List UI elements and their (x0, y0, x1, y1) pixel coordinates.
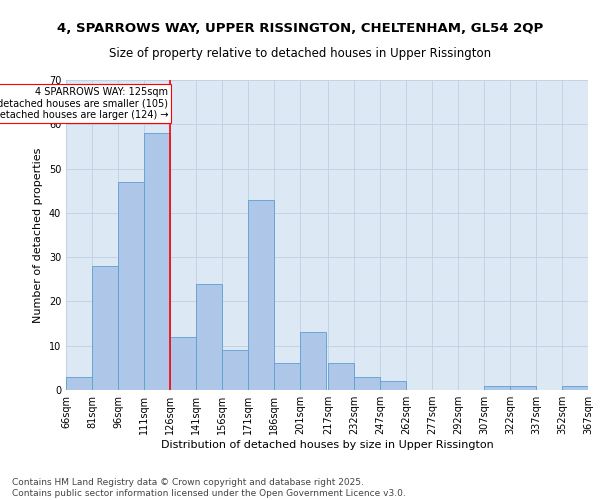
X-axis label: Distribution of detached houses by size in Upper Rissington: Distribution of detached houses by size … (161, 440, 493, 450)
Bar (380, 381, 406, 390)
Bar (66, 376, 92, 390)
Bar (300, 332, 326, 390)
Text: Size of property relative to detached houses in Upper Rissington: Size of property relative to detached ho… (109, 47, 491, 60)
Text: 4, SPARROWS WAY, UPPER RISSINGTON, CHELTENHAM, GL54 2QP: 4, SPARROWS WAY, UPPER RISSINGTON, CHELT… (57, 22, 543, 35)
Y-axis label: Number of detached properties: Number of detached properties (33, 148, 43, 322)
Bar (222, 350, 248, 390)
Bar (562, 386, 588, 390)
Bar (170, 337, 196, 390)
Bar (196, 284, 222, 390)
Bar (354, 376, 380, 390)
Bar (328, 364, 354, 390)
Text: Contains HM Land Registry data © Crown copyright and database right 2025.
Contai: Contains HM Land Registry data © Crown c… (12, 478, 406, 498)
Bar (92, 266, 118, 390)
Text: 4 SPARROWS WAY: 125sqm
← 41% of detached houses are smaller (105)
48% of semi-de: 4 SPARROWS WAY: 125sqm ← 41% of detached… (0, 86, 169, 120)
Bar (248, 200, 274, 390)
Bar (118, 182, 144, 390)
Bar (484, 386, 510, 390)
Bar (274, 364, 300, 390)
Bar (144, 133, 170, 390)
Bar (510, 386, 536, 390)
